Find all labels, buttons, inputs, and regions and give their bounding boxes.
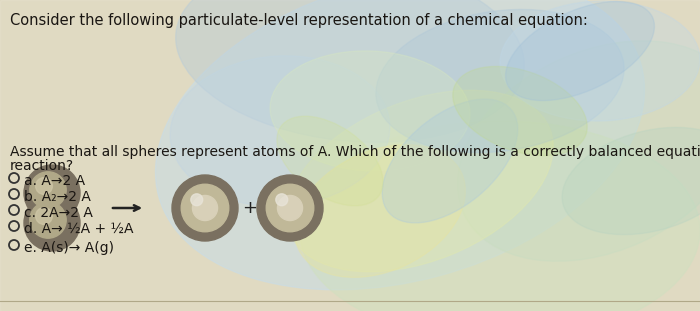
Ellipse shape xyxy=(158,0,642,294)
Text: e. A(s)→ A(g): e. A(s)→ A(g) xyxy=(24,241,114,255)
Text: d. A→ ½A + ½A: d. A→ ½A + ½A xyxy=(24,222,134,236)
Ellipse shape xyxy=(453,67,587,156)
Circle shape xyxy=(24,165,80,221)
Circle shape xyxy=(172,175,238,241)
Circle shape xyxy=(257,175,323,241)
Text: c. 2A→2 A: c. 2A→2 A xyxy=(24,206,93,220)
Circle shape xyxy=(266,184,314,232)
Ellipse shape xyxy=(505,0,695,128)
Circle shape xyxy=(191,194,203,206)
Text: Consider the following particulate-level representation of a chemical equation:: Consider the following particulate-level… xyxy=(10,13,588,28)
Ellipse shape xyxy=(270,51,470,171)
Ellipse shape xyxy=(562,128,700,234)
Text: reaction?: reaction? xyxy=(10,159,74,173)
Ellipse shape xyxy=(459,39,700,263)
Ellipse shape xyxy=(175,0,525,141)
Ellipse shape xyxy=(300,121,700,311)
Circle shape xyxy=(181,184,229,232)
Circle shape xyxy=(277,195,302,220)
Text: a. A→2 A: a. A→2 A xyxy=(24,174,85,188)
Ellipse shape xyxy=(277,116,383,206)
Circle shape xyxy=(24,195,80,251)
Circle shape xyxy=(193,195,218,220)
Ellipse shape xyxy=(505,2,654,100)
Ellipse shape xyxy=(377,7,623,155)
Circle shape xyxy=(36,208,52,225)
Circle shape xyxy=(36,178,52,194)
Text: +: + xyxy=(242,199,258,217)
Text: b. A₂→2 A: b. A₂→2 A xyxy=(24,190,91,204)
Ellipse shape xyxy=(382,99,518,223)
Circle shape xyxy=(30,172,66,208)
Circle shape xyxy=(30,202,66,238)
Ellipse shape xyxy=(290,151,470,271)
Ellipse shape xyxy=(288,89,552,273)
Text: Assume that all spheres represent atoms of A. Which of the following is a correc: Assume that all spheres represent atoms … xyxy=(10,145,700,159)
Ellipse shape xyxy=(176,49,384,213)
Circle shape xyxy=(276,194,288,206)
